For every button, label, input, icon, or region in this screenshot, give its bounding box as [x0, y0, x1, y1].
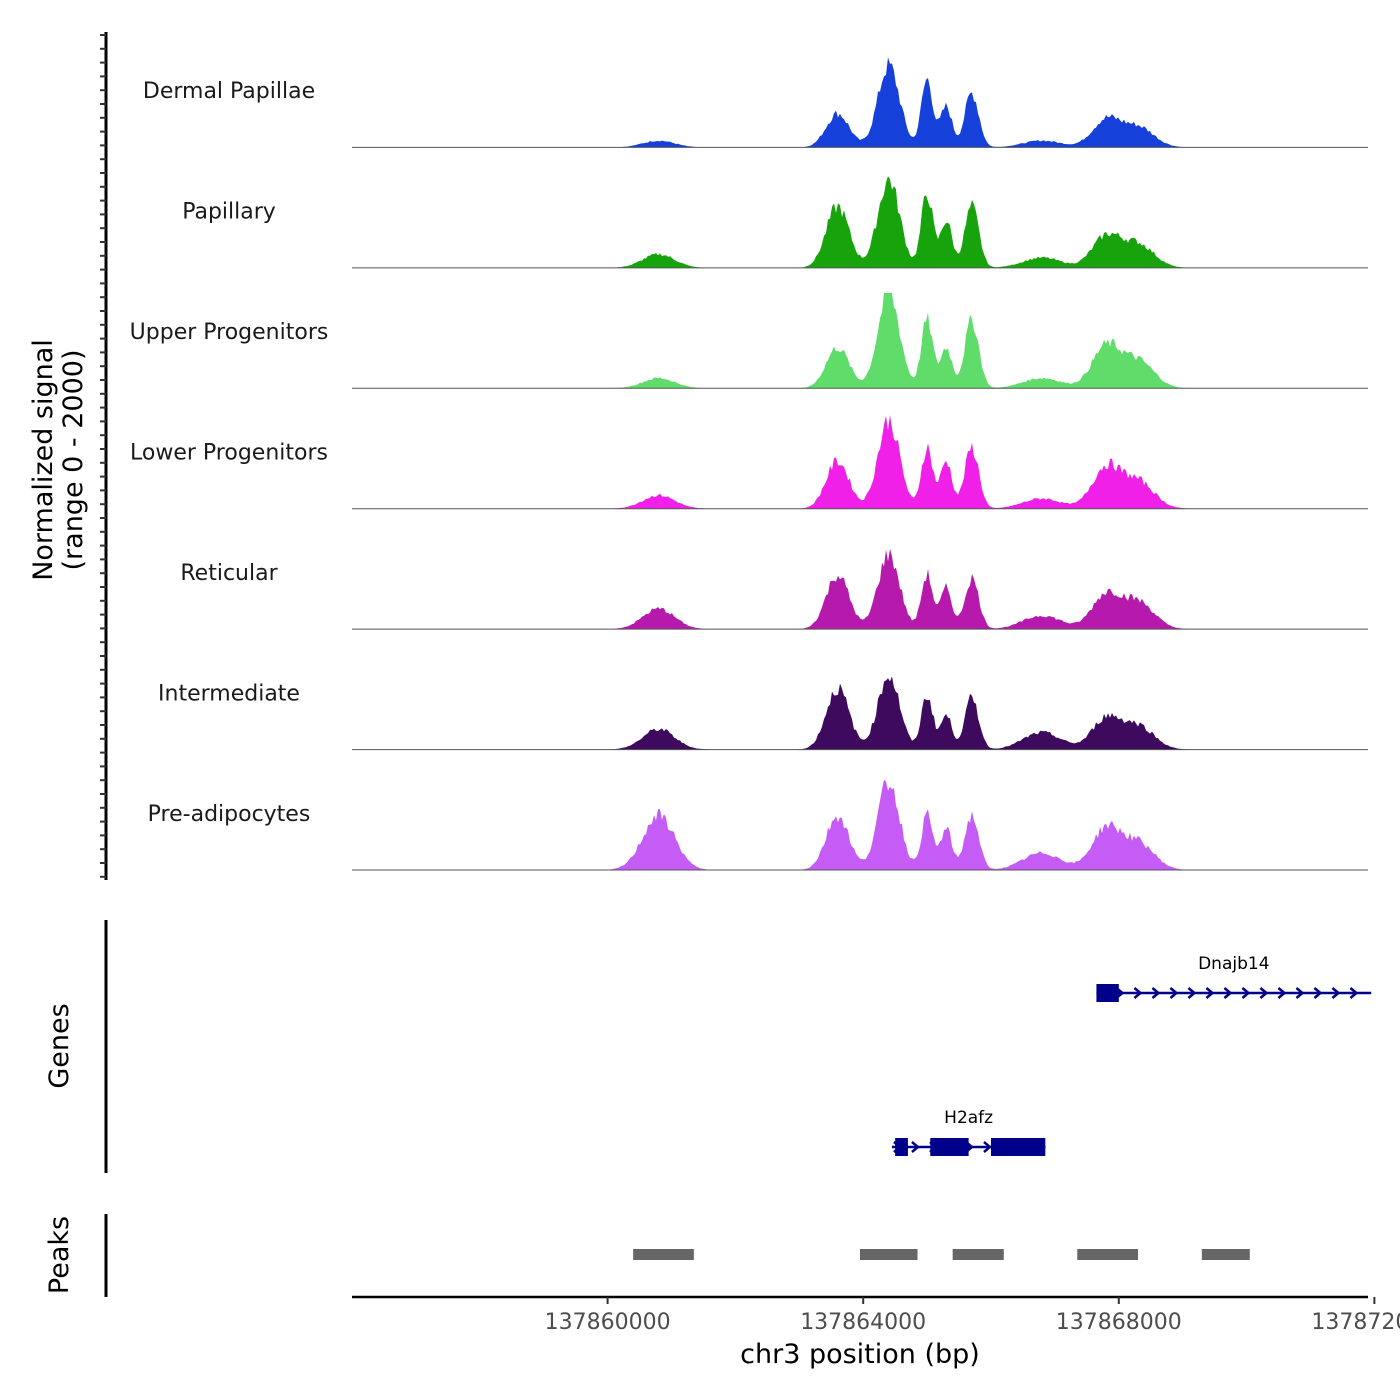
- x-tick-label: 137864000: [800, 1310, 926, 1335]
- x-axis-title: chr3 position (bp): [740, 1339, 980, 1370]
- peak-region: [952, 1249, 1004, 1260]
- x-tick-label: 137872000: [1311, 1310, 1400, 1335]
- strand-arrow: [1187, 987, 1197, 999]
- coverage-track: Lower Progenitors: [130, 415, 1368, 510]
- coverage-area: [352, 292, 1368, 389]
- x-tick-label: 137860000: [545, 1310, 671, 1335]
- track-label: Intermediate: [158, 681, 300, 706]
- strand-arrow: [1133, 987, 1143, 999]
- strand-arrow: [911, 1141, 920, 1153]
- coverage-y-ticks: [100, 34, 106, 878]
- peak-region: [1077, 1249, 1138, 1260]
- gene-label: Dnajb14: [1198, 954, 1269, 974]
- gene-label: H2afz: [944, 1108, 993, 1128]
- strand-arrow: [1169, 987, 1179, 999]
- genes-panel: Dnajb14 H2afz: [891, 954, 1372, 1156]
- strand-arrow: [1277, 987, 1287, 999]
- gene-exon: [1096, 984, 1119, 1002]
- peaks-title: Peaks: [44, 1216, 75, 1294]
- gene: H2afz: [891, 1108, 1046, 1156]
- coverage-ylabel-line2: (range 0 - 2000): [58, 350, 89, 571]
- coverage-area: [352, 779, 1368, 870]
- coverage-track: Intermediate: [158, 676, 1368, 751]
- track-label: Lower Progenitors: [130, 441, 328, 466]
- strand-arrow: [983, 1141, 992, 1153]
- gene-exon: [930, 1138, 969, 1156]
- track-label: Papillary: [182, 200, 276, 225]
- coverage-track: Papillary: [182, 176, 1368, 269]
- coverage-track: Pre-adipocytes: [148, 779, 1368, 871]
- coverage-area: [352, 176, 1368, 268]
- peak-region: [633, 1249, 694, 1260]
- peak-region: [860, 1249, 918, 1260]
- coverage-area: [352, 676, 1368, 750]
- track-label: Upper Progenitors: [130, 320, 329, 345]
- track-label: Reticular: [180, 561, 278, 586]
- coverage-panel: Dermal Papillae Papillary Upper Progenitor…: [130, 57, 1368, 871]
- coverage-track: Upper Progenitors: [130, 292, 1368, 389]
- peaks-panel: [633, 1249, 1250, 1260]
- peak-region: [1201, 1249, 1250, 1260]
- strand-arrow: [1151, 987, 1161, 999]
- strand-arrow: [1223, 987, 1233, 999]
- coverage-track: Dermal Papillae: [143, 57, 1368, 148]
- gene-exon: [895, 1138, 908, 1156]
- x-axis-ticks: 137860000 137864000 137868000 137872000: [545, 1297, 1400, 1335]
- coverage-track: Reticular: [180, 548, 1368, 630]
- track-label: Pre-adipocytes: [148, 802, 311, 827]
- coverage-area: [352, 548, 1368, 630]
- coverage-ylabel-line1: Normalized signal: [28, 339, 59, 581]
- strand-arrow: [1241, 987, 1251, 999]
- strand-arrow: [1259, 987, 1269, 999]
- strand-arrow: [1331, 987, 1341, 999]
- strand-arrow: [1295, 987, 1305, 999]
- gene: Dnajb14: [1096, 954, 1372, 1002]
- gene-exon: [990, 1138, 1046, 1156]
- coverage-area: [352, 415, 1368, 509]
- track-label: Dermal Papillae: [143, 79, 315, 104]
- strand-arrow: [1349, 987, 1359, 999]
- strand-arrow: [1205, 987, 1215, 999]
- strand-arrow: [1313, 987, 1323, 999]
- coverage-area: [352, 57, 1368, 148]
- x-tick-label: 137868000: [1056, 1310, 1182, 1335]
- genes-title: Genes: [44, 1003, 75, 1088]
